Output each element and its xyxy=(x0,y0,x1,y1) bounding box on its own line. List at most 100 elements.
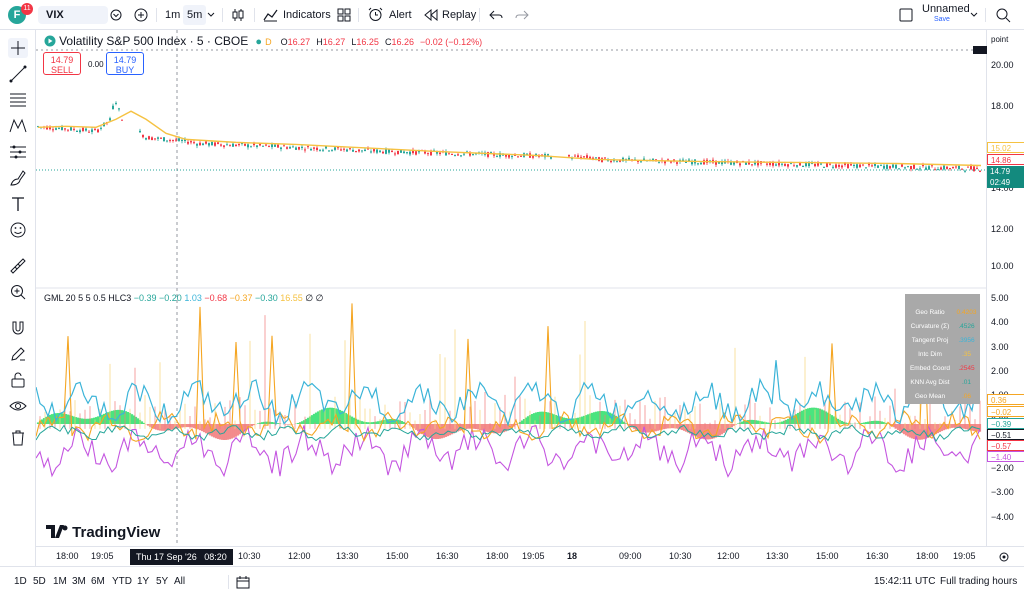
scale-toggle-icon[interactable] xyxy=(973,46,987,54)
candle-body xyxy=(502,154,504,156)
high-value: 16.27 xyxy=(322,37,346,47)
candle-body xyxy=(418,151,420,153)
utc-clock[interactable]: 15:42:11 UTC xyxy=(874,576,936,587)
alert-button[interactable]: Alert xyxy=(389,9,412,21)
candle-body xyxy=(148,136,150,140)
magnet-icon[interactable] xyxy=(8,318,28,338)
candle-body xyxy=(61,125,63,131)
range-button-ytd[interactable]: YTD xyxy=(112,576,132,587)
candle-body xyxy=(733,162,735,165)
indicators-button[interactable]: Indicators xyxy=(283,9,331,21)
candle-body xyxy=(652,158,654,161)
time-axis[interactable]: 18:00 19:05 10:30 12:00 13:30 15:00 16:30 18:00… xyxy=(36,546,1024,566)
candle-body xyxy=(931,165,933,167)
visibility-eye-icon[interactable] xyxy=(8,396,28,416)
candle-body xyxy=(154,138,156,140)
trash-icon[interactable] xyxy=(8,428,28,448)
forecasting-icon[interactable] xyxy=(8,142,28,162)
trendline-icon[interactable] xyxy=(8,64,28,84)
stats-value: .2545 xyxy=(958,365,975,372)
range-button-1y[interactable]: 1Y xyxy=(137,576,150,587)
range-button-5y[interactable]: 5Y xyxy=(156,576,169,587)
candle-body xyxy=(247,144,249,148)
templates-grid-icon[interactable] xyxy=(337,8,351,22)
range-button-1m[interactable]: 1M xyxy=(53,576,67,587)
buy-label: BUY xyxy=(115,65,135,75)
interval-5m[interactable]: 5m xyxy=(183,5,207,25)
time-tick: 18:00 xyxy=(56,551,79,561)
series-title[interactable]: Volatility S&P 500 Index · 5 · CBOE xyxy=(59,34,249,48)
candle-body xyxy=(922,164,924,167)
price-tick: 18.00 xyxy=(991,101,1014,111)
time-tick: 19:05 xyxy=(522,551,545,561)
candle-body xyxy=(88,131,90,133)
compare-add-icon[interactable] xyxy=(134,8,148,22)
candle-body xyxy=(718,161,720,164)
candle-body xyxy=(835,164,837,168)
candle-body xyxy=(496,156,498,158)
candle-body xyxy=(226,144,228,146)
settings-gear-icon[interactable] xyxy=(998,551,1010,563)
chevron-down-icon[interactable] xyxy=(207,12,215,18)
range-button-5d[interactable]: 5D xyxy=(33,576,46,587)
goto-date-calendar-icon[interactable] xyxy=(236,575,250,589)
pattern-icon[interactable] xyxy=(8,116,28,136)
candle-body xyxy=(385,148,387,154)
candle-body xyxy=(595,157,597,159)
alarm-clock-icon[interactable] xyxy=(368,7,383,22)
symbol-search[interactable]: VIX xyxy=(38,6,108,24)
range-button-all[interactable]: All xyxy=(174,576,186,587)
text-tool-icon[interactable] xyxy=(8,194,28,214)
buy-button[interactable]: 14.79 BUY xyxy=(106,52,144,75)
candle-body xyxy=(841,165,843,168)
emoji-icon[interactable] xyxy=(8,220,28,240)
fib-retracement-icon[interactable] xyxy=(8,90,28,110)
candle-body xyxy=(349,148,351,150)
chevron-down-icon[interactable] xyxy=(970,12,978,18)
gml-stats-table: Geo Ratio 0.4203 Curvature (Σ) .4526 Tangent… xyxy=(905,294,980,404)
quick-search-icon[interactable] xyxy=(995,7,1011,23)
sell-button[interactable]: 14.79 SELL xyxy=(43,52,81,75)
range-button-6m[interactable]: 6M xyxy=(91,576,105,587)
candle-body xyxy=(415,151,417,155)
candle-body xyxy=(121,119,123,121)
candles-chart-type-icon[interactable] xyxy=(231,8,245,22)
indicators-icon[interactable] xyxy=(263,8,278,22)
undo-icon[interactable] xyxy=(489,9,503,21)
delayed-badge: D xyxy=(265,37,272,47)
interval-1m[interactable]: 1m xyxy=(165,9,181,21)
lock-icon[interactable] xyxy=(8,370,28,390)
candle-body xyxy=(676,162,678,164)
point-label: point xyxy=(991,35,1009,44)
chart-pane[interactable]: Volatility S&P 500 Index · 5 · CBOE ● D … xyxy=(36,30,986,546)
layout-checkbox-icon[interactable] xyxy=(899,8,913,22)
range-button-3m[interactable]: 3M xyxy=(72,576,86,587)
indicator-name[interactable]: GML 20 5 5 0.5 HLC3 xyxy=(44,293,132,303)
stats-key: Geo Mean xyxy=(914,393,946,400)
ruler-icon[interactable] xyxy=(8,256,28,276)
candle-body xyxy=(91,129,93,132)
candle-body xyxy=(592,157,594,159)
range-button-1d[interactable]: 1D xyxy=(14,576,27,587)
zoom-in-icon[interactable] xyxy=(8,282,28,302)
redo-icon[interactable] xyxy=(515,9,529,21)
stay-drawing-icon[interactable] xyxy=(8,344,28,364)
layout-save-status: Save xyxy=(934,16,950,23)
candle-body xyxy=(397,150,399,155)
symbol-options-icon[interactable] xyxy=(110,9,122,21)
candle-body xyxy=(769,163,771,165)
brush-icon[interactable] xyxy=(8,168,28,188)
replay-rewind-icon[interactable] xyxy=(424,9,438,21)
stats-value: 0.4203 xyxy=(956,309,977,316)
candle-body xyxy=(616,161,618,163)
candle-body xyxy=(244,143,246,146)
candle-body xyxy=(412,149,414,154)
layout-name[interactable]: Unnamed xyxy=(922,3,970,15)
candle-body xyxy=(829,163,831,165)
crosshair-icon[interactable] xyxy=(8,38,28,58)
replay-button[interactable]: Replay xyxy=(442,9,477,21)
session-selector[interactable]: Full trading hours xyxy=(940,576,1018,587)
chart-canvas[interactable] xyxy=(36,30,986,546)
candle-body xyxy=(697,163,699,165)
